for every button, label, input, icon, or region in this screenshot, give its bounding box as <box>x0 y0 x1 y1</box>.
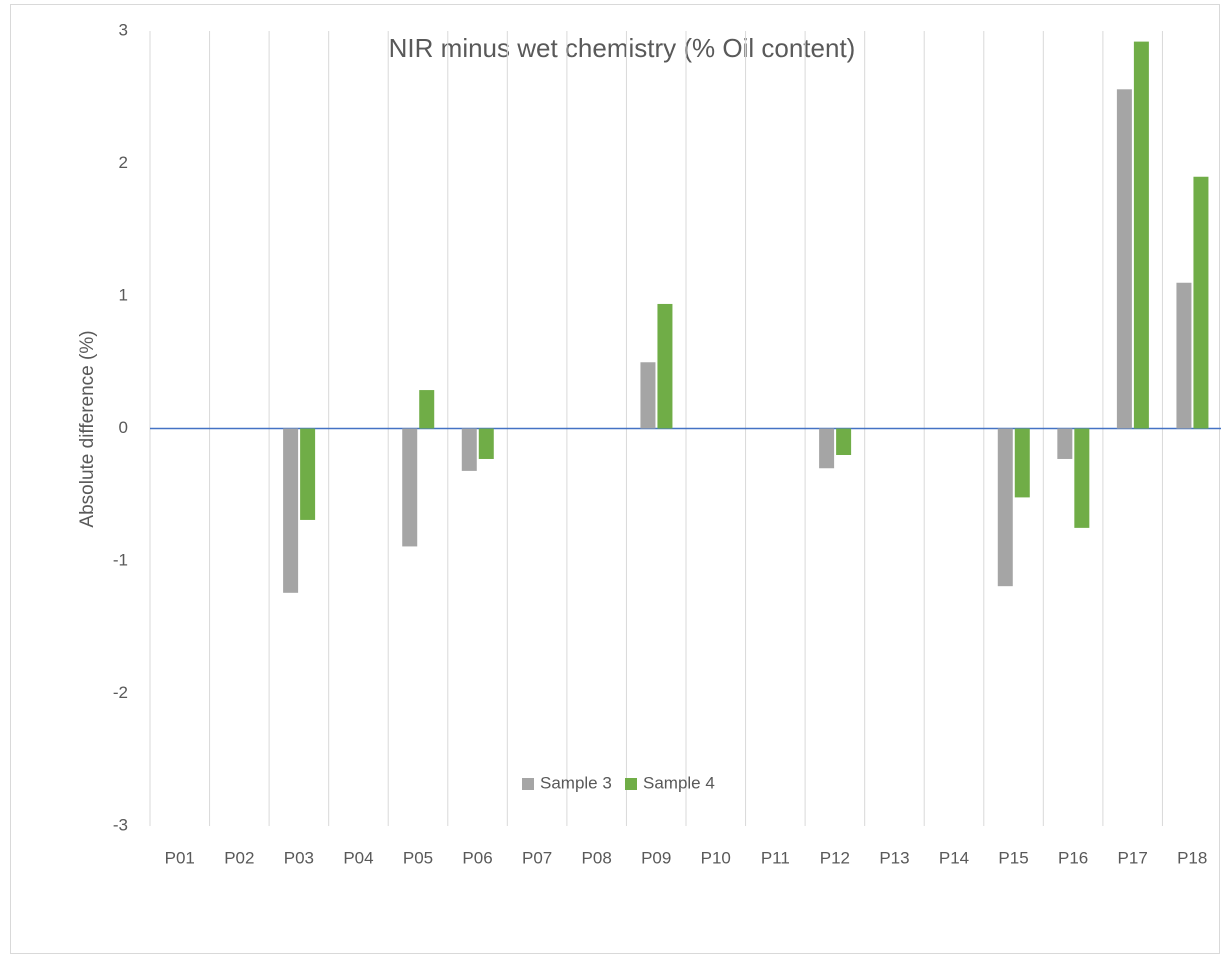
x-tick-label: P10 <box>701 848 731 867</box>
x-tick-label: P07 <box>522 848 552 867</box>
y-tick-label: -3 <box>113 815 128 834</box>
bar <box>1014 428 1030 498</box>
chart-title: NIR minus wet chemistry (% Oil content) <box>389 33 856 63</box>
y-tick-label: 1 <box>119 285 128 304</box>
bar <box>1193 176 1209 429</box>
bar <box>657 303 673 429</box>
y-tick-label: 0 <box>119 418 128 437</box>
legend-label: Sample 4 <box>643 773 715 792</box>
x-tick-label: P14 <box>939 848 969 867</box>
bar <box>402 428 418 547</box>
bar <box>640 362 656 429</box>
legend-label: Sample 3 <box>540 773 612 792</box>
legend-swatch <box>625 778 637 790</box>
y-tick-label: -1 <box>113 550 128 569</box>
x-tick-label: P08 <box>582 848 612 867</box>
x-tick-label: P02 <box>224 848 254 867</box>
bar <box>1176 282 1192 429</box>
x-tick-label: P01 <box>165 848 195 867</box>
x-tick-label: P12 <box>820 848 850 867</box>
bar <box>478 428 494 459</box>
y-axis-label: Absolute difference (%) <box>77 330 98 527</box>
x-tick-label: P05 <box>403 848 433 867</box>
x-tick-label: P13 <box>879 848 909 867</box>
bar <box>1133 41 1149 429</box>
bar <box>283 428 299 593</box>
bar <box>461 428 477 471</box>
x-tick-label: P16 <box>1058 848 1088 867</box>
x-tick-label: P03 <box>284 848 314 867</box>
bar <box>836 428 852 455</box>
x-tick-label: P06 <box>462 848 492 867</box>
x-tick-label: P09 <box>641 848 671 867</box>
y-tick-label: 3 <box>119 20 128 39</box>
x-tick-label: P15 <box>998 848 1028 867</box>
x-tick-label: P17 <box>1118 848 1148 867</box>
y-tick-label: 2 <box>119 153 128 172</box>
chart-frame <box>10 4 1220 954</box>
x-tick-label: P04 <box>343 848 373 867</box>
bar <box>419 390 435 429</box>
x-tick-label: P18 <box>1177 848 1207 867</box>
x-tick-label: P11 <box>761 848 790 867</box>
bar <box>819 428 835 469</box>
bar <box>300 428 316 520</box>
bar <box>1074 428 1090 528</box>
bar <box>1116 89 1132 429</box>
bar <box>1057 428 1073 459</box>
y-tick-label: -2 <box>113 683 128 702</box>
legend-swatch <box>522 778 534 790</box>
bar <box>997 428 1013 587</box>
